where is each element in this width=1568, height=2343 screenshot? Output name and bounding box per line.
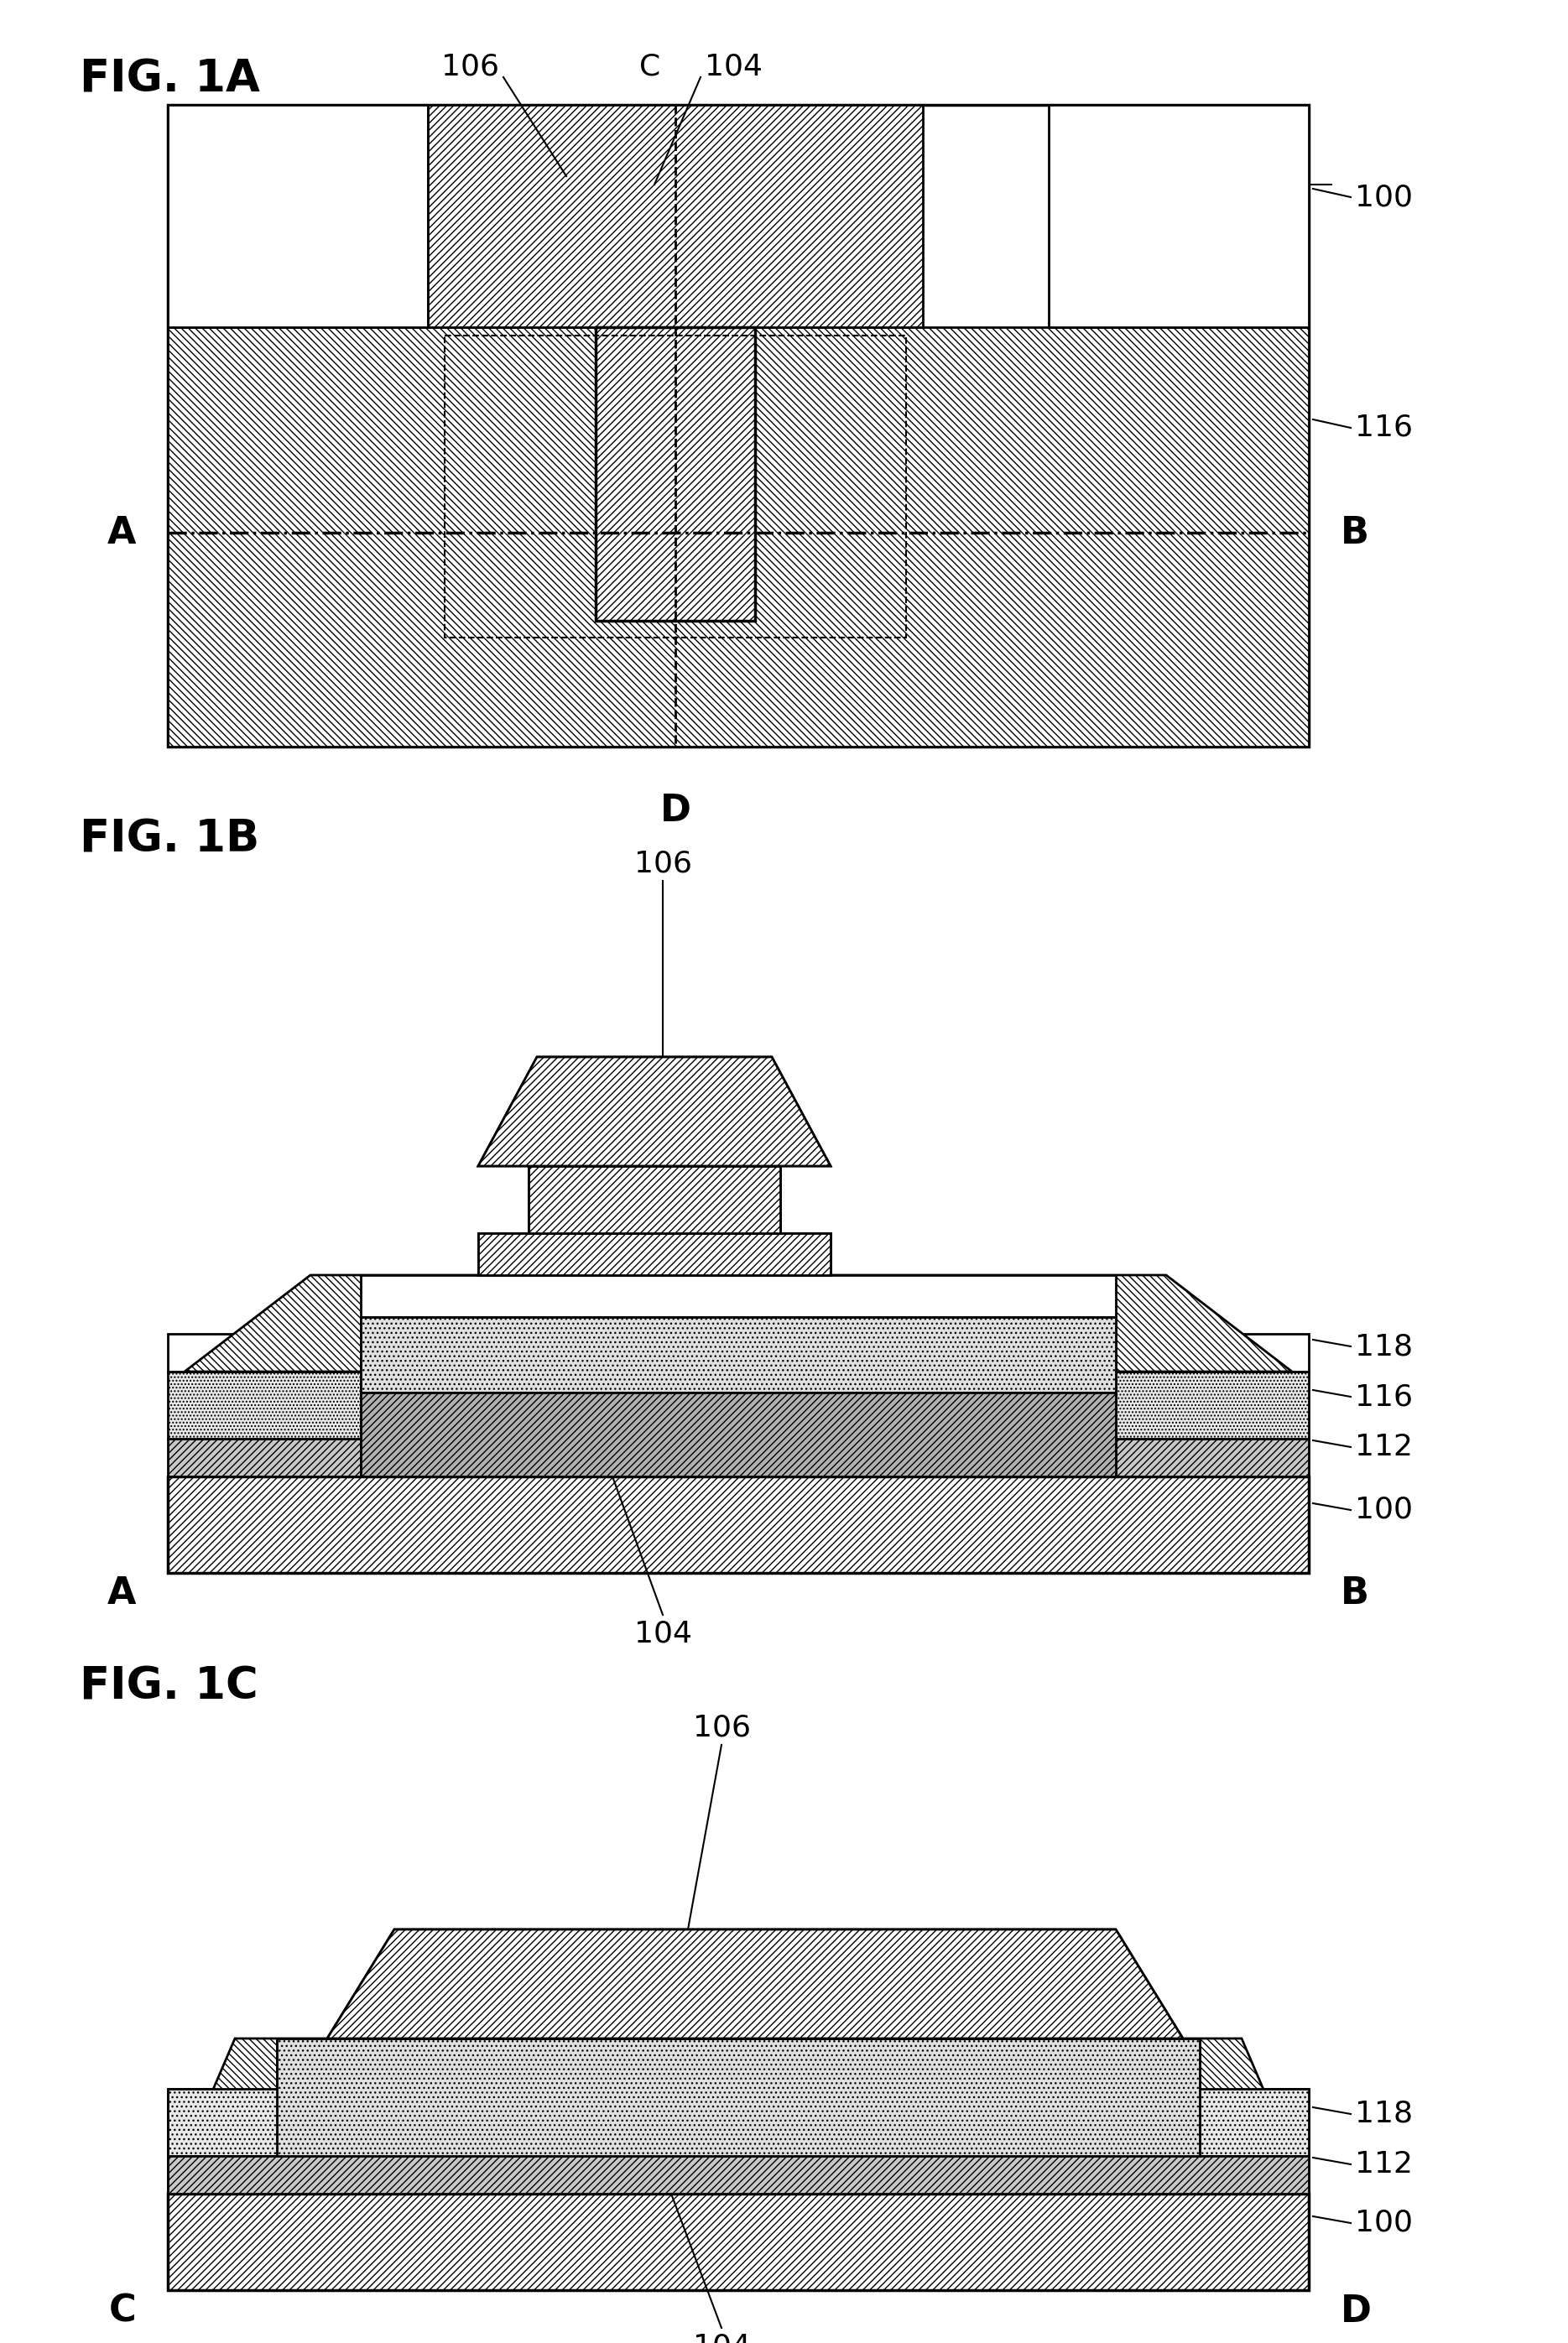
- Text: 104: 104: [633, 1619, 691, 1647]
- Text: C: C: [108, 2294, 136, 2329]
- Bar: [403, 2006, 1074, 2038]
- Text: 106: 106: [441, 54, 499, 82]
- Text: 100: 100: [1355, 2209, 1413, 2238]
- Text: A: A: [107, 515, 136, 551]
- Text: 104: 104: [693, 2331, 751, 2343]
- Polygon shape: [478, 1057, 831, 1167]
- Bar: [168, 1439, 1309, 1476]
- Text: FIG. 1C: FIG. 1C: [80, 1666, 259, 1708]
- Text: 112: 112: [1355, 2151, 1413, 2179]
- Bar: [168, 2156, 1309, 2193]
- Bar: [168, 105, 1309, 747]
- Bar: [361, 1317, 1116, 1392]
- Bar: [403, 2006, 1074, 2038]
- Text: B: B: [1341, 1577, 1369, 1612]
- Text: D: D: [1341, 2294, 1372, 2329]
- Bar: [596, 328, 756, 621]
- Bar: [478, 1232, 831, 1275]
- Text: A: A: [107, 1577, 136, 1612]
- Bar: [361, 1392, 1116, 1476]
- Bar: [168, 2090, 1309, 2156]
- Text: 100: 100: [1355, 1495, 1413, 1525]
- Text: FIG. 1A: FIG. 1A: [80, 56, 260, 101]
- Bar: [361, 1275, 1116, 1317]
- Bar: [168, 2156, 1309, 2193]
- Polygon shape: [478, 1057, 831, 1167]
- Bar: [278, 2038, 1200, 2156]
- Text: 106: 106: [693, 1713, 751, 1743]
- Text: 100: 100: [1355, 183, 1413, 211]
- Polygon shape: [328, 1928, 1182, 2038]
- Bar: [278, 2038, 1200, 2156]
- Bar: [168, 1333, 1309, 1371]
- Bar: [528, 1167, 781, 1232]
- Text: 116: 116: [1355, 415, 1413, 443]
- Polygon shape: [185, 1275, 1292, 1371]
- Bar: [445, 335, 906, 637]
- Bar: [168, 328, 1309, 747]
- Polygon shape: [185, 2038, 1292, 2156]
- Bar: [168, 1476, 1309, 1572]
- Bar: [528, 1167, 781, 1232]
- Text: D: D: [660, 792, 691, 829]
- Bar: [1049, 105, 1309, 328]
- Polygon shape: [328, 1928, 1182, 2038]
- Text: 118: 118: [1355, 1333, 1413, 1361]
- Bar: [168, 1371, 1309, 1439]
- Text: 118: 118: [1355, 2099, 1413, 2127]
- Text: B: B: [1341, 515, 1369, 551]
- Bar: [168, 2090, 1309, 2156]
- Text: 112: 112: [1355, 1434, 1413, 1462]
- Bar: [361, 1392, 1116, 1476]
- Bar: [361, 1317, 1116, 1392]
- Bar: [168, 2193, 1309, 2289]
- Text: 104: 104: [704, 54, 762, 82]
- Bar: [428, 105, 924, 328]
- Bar: [168, 105, 428, 328]
- Bar: [478, 1232, 831, 1275]
- Text: 106: 106: [633, 851, 691, 879]
- Text: C: C: [640, 54, 660, 82]
- Text: 116: 116: [1355, 1382, 1413, 1410]
- Text: FIG. 1B: FIG. 1B: [80, 818, 259, 862]
